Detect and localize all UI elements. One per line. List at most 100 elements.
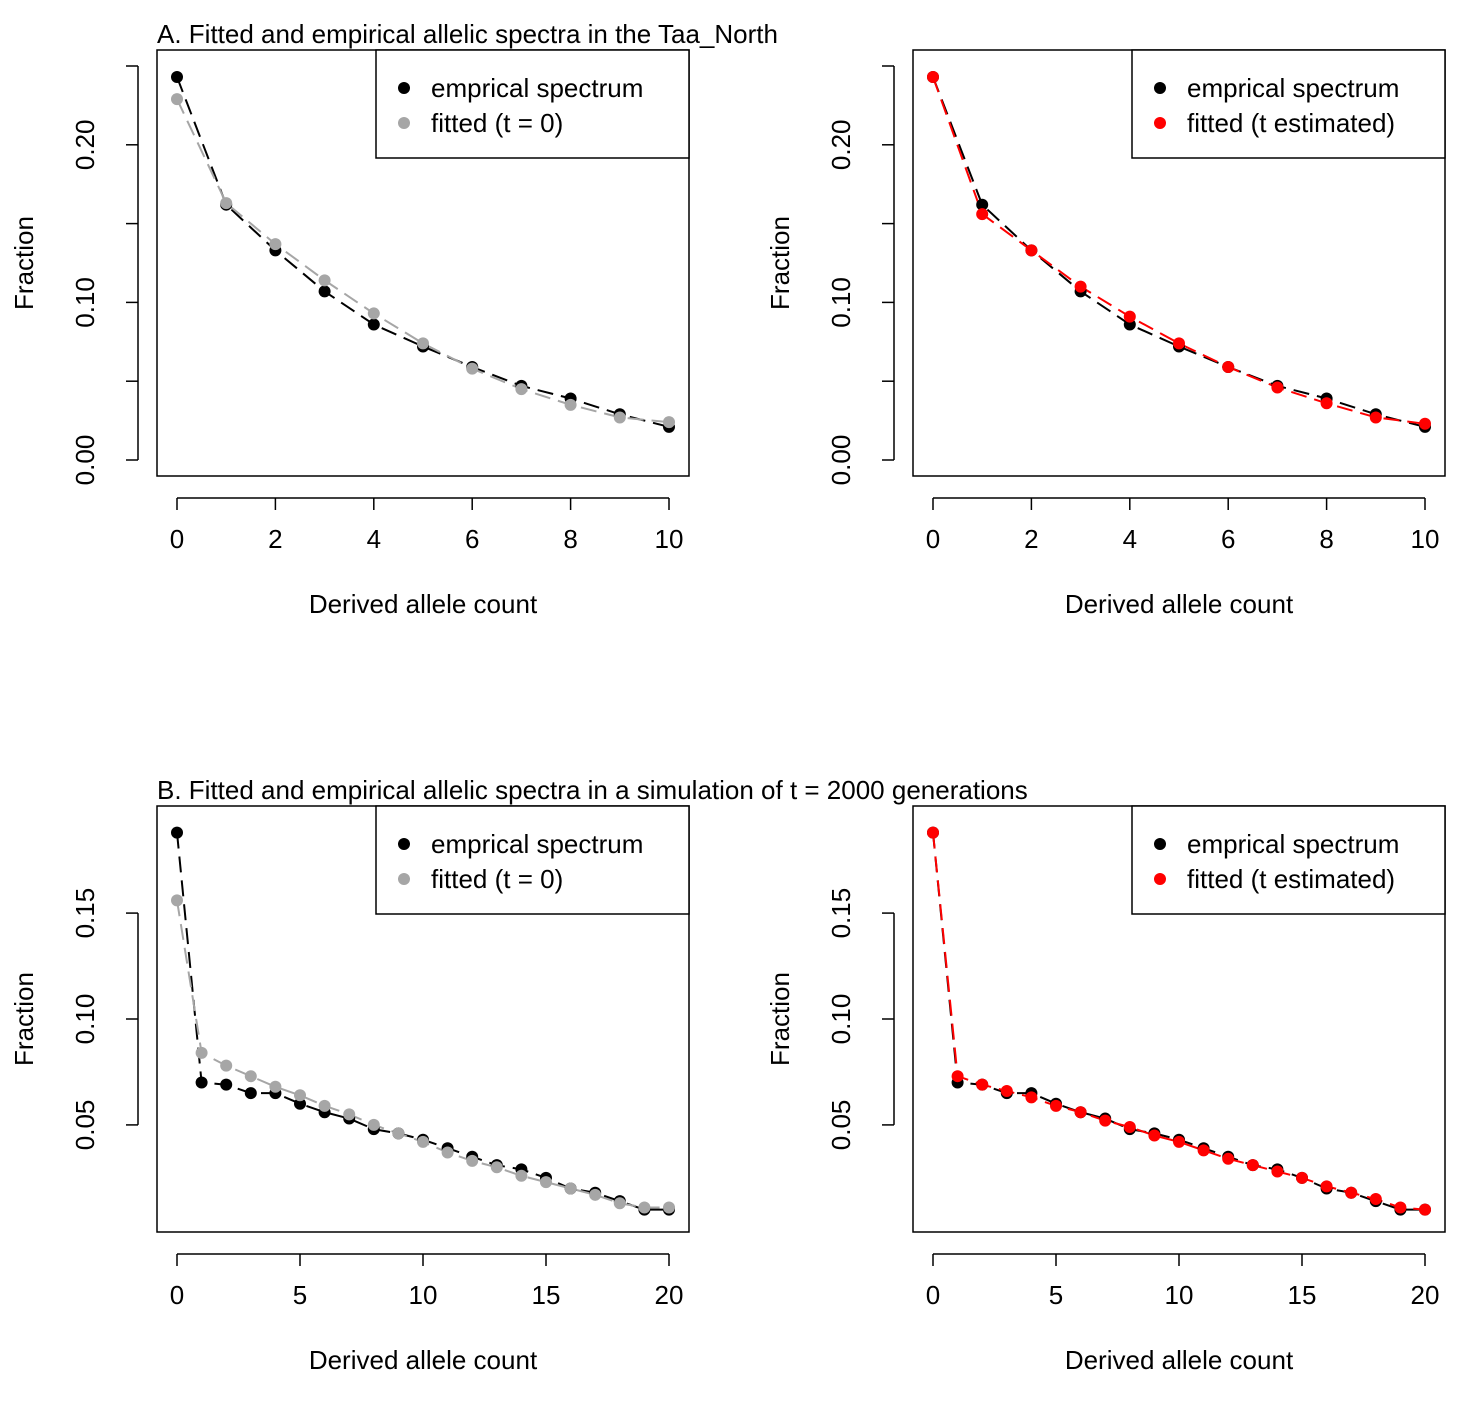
fitted-point [1222,1152,1235,1165]
x-tick-label: 15 [1288,1280,1317,1310]
y-tick-label: 0.10 [70,277,100,328]
fitted-point [1025,244,1038,257]
fitted-point [951,1070,964,1083]
x-tick-label: 8 [563,524,577,554]
chart-panel-b-right: 0 5 10 15 20 Derived allele count 0.05 0.10 0.15… [765,805,1446,1375]
legend-marker [398,82,410,94]
fitted-point [589,1188,602,1201]
y-tick-label: 0.15 [826,888,856,939]
fitted-point [318,274,331,287]
fitted-point [417,1135,429,1148]
fitted-point [269,238,282,251]
fitted-point [976,1078,989,1091]
x-tick-label: 10 [409,1280,438,1310]
x-tick-label: 10 [655,524,684,554]
fitted-point [1419,417,1431,430]
fitted-point [1025,1091,1038,1104]
fitted-point [613,1197,626,1210]
legend-marker [398,838,410,850]
empirical-point [318,285,331,298]
empirical-point [976,198,989,211]
fitted-point [1369,411,1382,424]
empirical-point [244,1087,257,1100]
fitted-point [1345,1186,1358,1199]
legend: emprical spectrum fitted (t estimated) [1131,49,1446,159]
legend-label: fitted (t = 0) [431,864,563,894]
x-tick-label: 5 [1049,1280,1063,1310]
y-tick-label: 0.00 [826,435,856,486]
legend-box [1131,49,1446,159]
empirical-point [367,318,380,331]
legend-marker [1154,838,1166,850]
legend-label: emprical spectrum [431,73,643,103]
y-tick-label: 0.20 [826,119,856,170]
y-tick-label: 0.05 [70,1100,100,1151]
y-axis-label: Fraction [765,972,795,1066]
x-tick-label: 0 [926,1280,940,1310]
fitted-point [927,71,939,84]
fitted-point [1320,1180,1333,1193]
fitted-point [1000,1085,1013,1098]
fitted-point [1074,1106,1087,1119]
legend-marker [1154,117,1166,129]
y-axis-label: Fraction [9,972,39,1066]
legend-label: fitted (t estimated) [1187,108,1395,138]
fitted-point [540,1176,552,1189]
fitted-point [564,1182,577,1195]
fitted-point [638,1201,651,1214]
fitted-point [343,1108,356,1121]
x-tick-label: 2 [1024,524,1038,554]
x-tick-label: 4 [367,524,381,554]
x-tick-label: 0 [170,1280,184,1310]
fitted-point [1419,1203,1431,1216]
series-line-fitted [176,98,670,424]
fitted-point [392,1127,405,1140]
x-tick-label: 6 [1221,524,1235,554]
fitted-point [1271,381,1284,394]
chart-panel-b-left: 0 5 10 15 20 Derived allele count 0.05 0.10 0.15… [9,805,690,1375]
fitted-point [294,1089,306,1102]
legend-box [375,805,690,915]
fitted-point [220,1059,233,1072]
empirical-point [171,71,183,84]
y-tick-label: 0.20 [70,119,100,170]
fitted-point [1173,337,1185,350]
fitted-point [171,93,183,106]
fitted-point [1173,1135,1185,1148]
panel-title-a: A. Fitted and empirical allelic spectra … [157,19,778,49]
x-tick-label: 5 [293,1280,307,1310]
fitted-point [220,197,233,210]
panels: 0 2 4 6 8 10 Derived allele count 0.00 0.10 0.20 F… [9,49,1446,1375]
x-tick-label: 6 [465,524,479,554]
legend-label: emprical spectrum [1187,73,1399,103]
fitted-point [1394,1201,1407,1214]
series-line-fitted [932,76,1426,425]
fitted-point [1369,1193,1382,1206]
y-tick-label: 0.15 [70,888,100,939]
y-tick-label: 0.10 [826,277,856,328]
x-axis-label: Derived allele count [1065,589,1294,619]
empirical-point [220,1078,233,1091]
fitted-point [663,1201,675,1214]
fitted-point [1123,310,1136,323]
x-tick-label: 0 [926,524,940,554]
y-tick-label: 0.00 [70,435,100,486]
x-tick-label: 10 [1411,524,1440,554]
fitted-point [318,1099,331,1112]
legend: emprical spectrum fitted (t = 0) [375,805,690,915]
panel-title-b: B. Fitted and empirical allelic spectra … [157,775,1028,805]
legend-label: emprical spectrum [431,829,643,859]
fitted-point [1099,1114,1112,1127]
x-tick-label: 4 [1123,524,1137,554]
y-tick-label: 0.10 [826,994,856,1045]
fitted-point [417,337,429,350]
y-tick-label: 0.10 [70,994,100,1045]
fitted-point [663,416,675,429]
fitted-point [515,1169,528,1182]
fitted-point [976,208,989,221]
legend-marker [398,117,410,129]
empirical-point [195,1076,208,1089]
chart-panel-a-right: 0 2 4 6 8 10 Derived allele count 0.00 0.10 0.20 F… [765,49,1446,619]
x-axis-label: Derived allele count [1065,1345,1294,1375]
